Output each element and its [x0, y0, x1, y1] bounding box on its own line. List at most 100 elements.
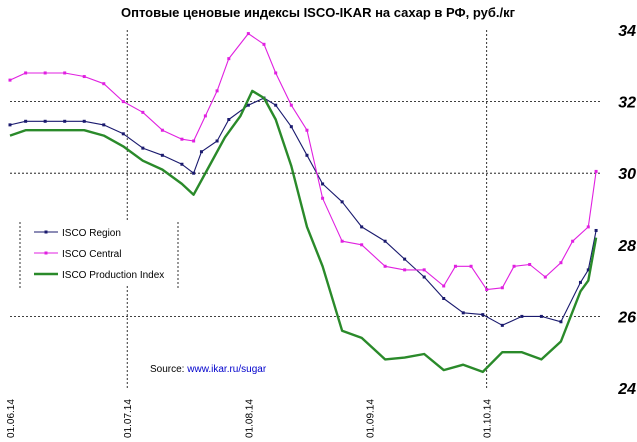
data-point [442, 284, 446, 288]
series-isco-production-index [9, 89, 598, 374]
legend-label: ISCO Region [62, 228, 121, 239]
series-layer [8, 32, 598, 374]
data-point [180, 162, 184, 166]
data-point [461, 311, 465, 315]
series-line [9, 89, 598, 374]
data-point [24, 119, 28, 123]
data-point [360, 225, 364, 229]
data-point [43, 119, 47, 123]
data-point [160, 153, 164, 157]
chart-title: Оптовые ценовые индексы ISCO-IKAR на сах… [121, 5, 516, 20]
data-point [422, 275, 426, 279]
data-point [453, 264, 457, 268]
data-point [274, 71, 278, 75]
data-point [121, 132, 125, 136]
data-point [289, 103, 293, 107]
y-tick-label: 34 [618, 23, 636, 40]
data-point [289, 125, 293, 129]
data-point [63, 119, 67, 123]
data-point [360, 243, 364, 247]
data-point [82, 119, 86, 123]
data-point [586, 268, 590, 272]
data-point [559, 320, 563, 324]
data-point [520, 314, 524, 318]
data-point [43, 71, 47, 75]
data-point [215, 89, 219, 93]
data-point [102, 123, 106, 127]
data-point [340, 200, 344, 204]
data-point [442, 297, 446, 300]
grid [10, 30, 600, 388]
data-point [227, 118, 231, 121]
legend: ISCO Region ISCO Central ISCO Production I… [19, 222, 180, 290]
y-tick-label: 28 [617, 238, 636, 255]
data-point [192, 139, 196, 143]
data-point [321, 182, 325, 186]
series-isco-region [8, 96, 598, 327]
data-point [578, 280, 582, 284]
source-note: Source: www.ikar.ru/sugar [150, 364, 267, 375]
data-point [24, 71, 28, 75]
data-point [383, 264, 387, 268]
legend-marker [44, 230, 48, 234]
legend-label: ISCO Central [62, 249, 121, 260]
data-point [82, 75, 86, 79]
data-point [543, 275, 547, 279]
data-point [199, 150, 203, 154]
data-point [321, 196, 325, 200]
data-point [305, 153, 309, 157]
y-tick-label: 24 [617, 381, 636, 398]
data-point [192, 171, 196, 175]
legend-label: ISCO Production Index [62, 270, 164, 281]
data-point [539, 314, 543, 318]
x-tick-label: 01.07.14 [123, 399, 134, 438]
series-isco-central [8, 32, 598, 292]
data-point [586, 225, 590, 229]
x-tick-label: 01.08.14 [244, 399, 255, 438]
data-point [594, 169, 598, 173]
data-point [215, 139, 219, 143]
source-label: Source: [150, 364, 187, 375]
data-point [180, 137, 184, 141]
data-point [571, 239, 575, 243]
data-point [246, 103, 250, 107]
data-point [203, 114, 207, 118]
data-point [160, 128, 164, 132]
data-point [485, 288, 489, 292]
data-point [500, 323, 504, 327]
data-point [500, 286, 504, 290]
data-point [141, 146, 145, 150]
data-point [559, 261, 563, 265]
legend-marker [44, 251, 48, 255]
data-point [274, 103, 278, 107]
data-point [102, 82, 106, 86]
x-tick-label: 01.06.14 [6, 399, 17, 438]
data-point [246, 32, 250, 36]
data-point [8, 78, 12, 82]
y-tick-label: 30 [618, 166, 636, 183]
data-point [383, 239, 387, 243]
data-point [227, 57, 231, 61]
y-tick-label: 26 [617, 309, 636, 326]
source-link[interactable]: www.ikar.ru/sugar [186, 364, 267, 375]
data-point [121, 100, 125, 104]
y-axis: 24 26 28 30 32 34 [617, 23, 636, 398]
x-tick-label: 01.10.14 [483, 399, 494, 438]
data-point [469, 264, 473, 268]
data-point [8, 123, 12, 127]
data-point [403, 257, 407, 261]
data-point [305, 128, 309, 132]
x-axis: 01.06.14 01.07.14 01.08.14 01.09.14 01.10.14 [6, 399, 494, 438]
data-point [63, 71, 67, 75]
y-tick-label: 32 [618, 95, 636, 112]
data-point [422, 268, 426, 272]
data-point [481, 313, 485, 317]
data-point [528, 262, 532, 266]
data-point [340, 239, 344, 243]
data-point [594, 228, 598, 232]
data-point [403, 268, 407, 272]
data-point [262, 42, 266, 46]
x-tick-label: 01.09.14 [365, 399, 376, 438]
data-point [512, 264, 516, 268]
